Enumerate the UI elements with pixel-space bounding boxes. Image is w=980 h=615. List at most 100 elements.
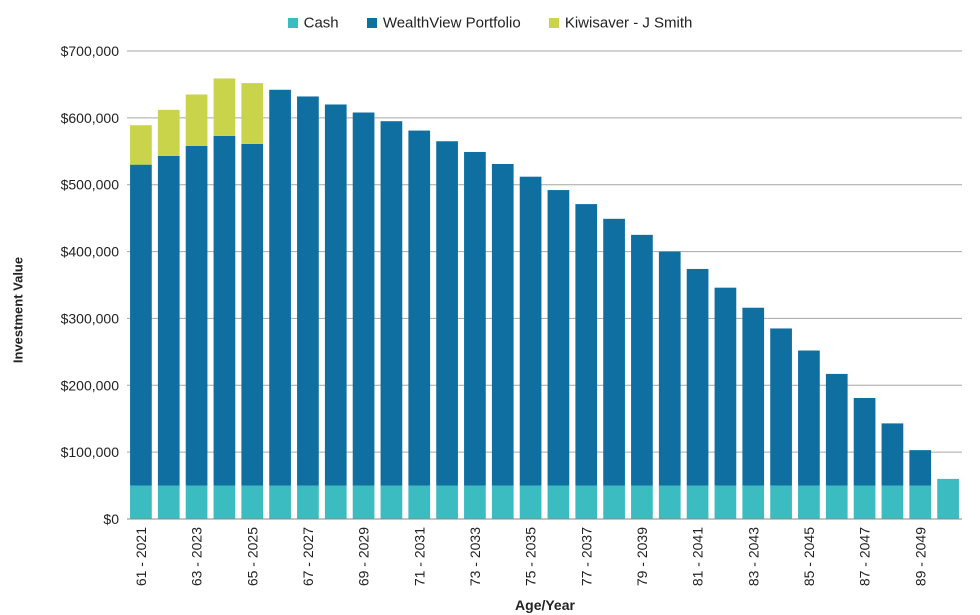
bar-segment-wealthview-portfolio bbox=[352, 112, 375, 486]
bar-segment-wealthview-portfolio bbox=[130, 164, 152, 486]
bar-segment-cash bbox=[603, 485, 625, 519]
x-tick-label: 77 - 2037 bbox=[578, 527, 594, 586]
bar-segment-wealthview-portfolio bbox=[297, 96, 319, 486]
bar-segment-wealthview-portfolio bbox=[714, 287, 737, 486]
bar-segment-cash bbox=[436, 485, 458, 519]
bar-segment-cash bbox=[825, 485, 848, 519]
legend-label-kiwisaver: Kiwisaver - J Smith bbox=[564, 14, 693, 32]
y-tick-label: $300,000 bbox=[61, 310, 120, 326]
legend-label-wealthview: WealthView Portfolio bbox=[382, 14, 521, 32]
bar-segment-wealthview-portfolio bbox=[909, 450, 932, 486]
bar-segment-wealthview-portfolio bbox=[408, 130, 431, 486]
legend-swatch-kiwisaver bbox=[548, 18, 559, 29]
bar-segment-cash bbox=[575, 485, 598, 519]
y-axis-label: Investment Value bbox=[10, 256, 26, 364]
x-tick-label: 73 - 2033 bbox=[467, 527, 483, 586]
bar-segment-wealthview-portfolio bbox=[853, 397, 876, 486]
bar-segment-cash bbox=[130, 485, 152, 519]
bar-segment-wealthview-portfolio bbox=[603, 218, 625, 486]
x-tick-label: 81 - 2041 bbox=[690, 527, 706, 586]
bar-segment-kiwisaver-j-smith bbox=[157, 109, 180, 156]
bar-segment-cash bbox=[185, 485, 208, 519]
bar-segment-cash bbox=[519, 485, 542, 519]
x-tick-label: 89 - 2049 bbox=[912, 527, 928, 586]
bar-segment-cash bbox=[241, 485, 264, 519]
bar-segment-cash bbox=[408, 485, 431, 519]
x-tick-label: 79 - 2039 bbox=[634, 527, 650, 586]
legend-item-kiwisaver: Kiwisaver - J Smith bbox=[548, 14, 693, 32]
bar-segment-cash bbox=[909, 485, 932, 519]
grid-lines bbox=[127, 50, 962, 453]
x-tick-label: 61 - 2021 bbox=[133, 527, 149, 586]
bars bbox=[130, 78, 959, 519]
bar-segment-cash bbox=[798, 485, 820, 519]
bar-segment-cash bbox=[324, 485, 347, 519]
x-tick-label: 85 - 2045 bbox=[801, 527, 817, 586]
bar-segment-cash bbox=[464, 485, 486, 519]
bar-segment-cash bbox=[937, 478, 959, 519]
bar-segment-cash bbox=[631, 485, 653, 519]
y-tick-label: $600,000 bbox=[61, 110, 120, 126]
bar-segment-wealthview-portfolio bbox=[881, 423, 904, 486]
x-tick-label: 87 - 2047 bbox=[857, 527, 873, 586]
bar-segment-cash bbox=[547, 485, 570, 519]
bar-segment-wealthview-portfolio bbox=[436, 141, 458, 486]
bar-segment-kiwisaver-j-smith bbox=[241, 83, 264, 144]
y-tick-label: $0 bbox=[103, 511, 119, 527]
bar-segment-cash bbox=[770, 485, 792, 519]
bar-segment-cash bbox=[380, 485, 403, 519]
bar-segment-wealthview-portfolio bbox=[157, 155, 180, 486]
y-tick-labels: $0 $100,000 $200,000 $300,000 $400,000 $500,0… bbox=[61, 43, 120, 527]
legend-swatch-cash bbox=[287, 18, 298, 29]
bar-segment-wealthview-portfolio bbox=[631, 234, 653, 486]
legend-item-wealthview: WealthView Portfolio bbox=[366, 14, 521, 32]
bar-segment-wealthview-portfolio bbox=[213, 135, 236, 486]
bar-segment-cash bbox=[658, 485, 681, 519]
bar-segment-wealthview-portfolio bbox=[658, 251, 681, 486]
bar-segment-wealthview-portfolio bbox=[575, 204, 598, 486]
bar-segment-cash bbox=[853, 485, 876, 519]
bar-segment-wealthview-portfolio bbox=[770, 328, 792, 486]
x-tick-label: 71 - 2031 bbox=[411, 527, 427, 586]
x-tick-label: 83 - 2043 bbox=[745, 527, 761, 586]
bar-segment-wealthview-portfolio bbox=[686, 268, 709, 486]
y-tick-label: $500,000 bbox=[61, 177, 120, 193]
bar-segment-cash bbox=[213, 485, 236, 519]
bar-segment-wealthview-portfolio bbox=[464, 151, 486, 486]
y-tick-label: $200,000 bbox=[61, 377, 120, 393]
bar-segment-cash bbox=[714, 485, 737, 519]
bar-segment-wealthview-portfolio bbox=[547, 190, 570, 486]
bar-segment-kiwisaver-j-smith bbox=[185, 94, 208, 146]
bar-segment-cash bbox=[881, 485, 904, 519]
bar-segment-cash bbox=[269, 485, 291, 519]
x-tick-label: 69 - 2029 bbox=[356, 527, 372, 586]
bar-segment-wealthview-portfolio bbox=[380, 121, 403, 486]
bar-segment-wealthview-portfolio bbox=[742, 307, 765, 486]
x-tick-label: 75 - 2035 bbox=[523, 527, 539, 586]
bar-segment-wealthview-portfolio bbox=[825, 373, 848, 486]
bar-segment-wealthview-portfolio bbox=[241, 143, 264, 486]
bar-segment-cash bbox=[297, 485, 319, 519]
bar-segment-cash bbox=[157, 485, 180, 519]
bar-segment-kiwisaver-j-smith bbox=[130, 125, 152, 165]
x-tick-labels: 61 - 2021 63 - 2023 65 - 2025 67 - 2027 69 -… bbox=[133, 527, 928, 586]
y-tick-label: $100,000 bbox=[61, 444, 120, 460]
x-tick-label: 67 - 2027 bbox=[300, 527, 316, 586]
bar-segment-wealthview-portfolio bbox=[519, 176, 542, 486]
bar-segment-wealthview-portfolio bbox=[269, 89, 291, 486]
y-tick-label: $700,000 bbox=[61, 43, 120, 59]
bar-segment-cash bbox=[491, 485, 514, 519]
bar-segment-cash bbox=[352, 485, 375, 519]
legend-label-cash: Cash bbox=[303, 14, 339, 32]
x-axis-label: Age/Year bbox=[515, 597, 575, 613]
x-tick-label: 63 - 2023 bbox=[189, 527, 205, 586]
bar-segment-wealthview-portfolio bbox=[798, 350, 820, 486]
bar-segment-kiwisaver-j-smith bbox=[213, 78, 236, 136]
bar-segment-wealthview-portfolio bbox=[324, 104, 347, 486]
bar-segment-wealthview-portfolio bbox=[491, 163, 514, 486]
chart-legend: Cash WealthView Portfolio Kiwisaver - J … bbox=[0, 14, 980, 32]
legend-swatch-wealthview bbox=[366, 18, 377, 29]
bar-segment-wealthview-portfolio bbox=[185, 145, 208, 486]
x-tick-label: 65 - 2025 bbox=[244, 527, 260, 586]
